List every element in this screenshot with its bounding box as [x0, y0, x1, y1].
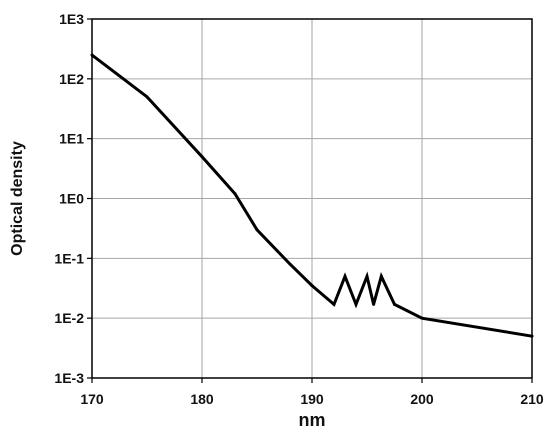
x-tick-label: 190	[300, 391, 324, 407]
y-axis-label: Optical density	[9, 141, 26, 256]
data-point	[420, 316, 424, 320]
x-axis: 170 180 190 200 210	[80, 378, 544, 407]
series-layer	[90, 53, 534, 338]
x-tick-label: 200	[410, 391, 434, 407]
data-point	[379, 274, 383, 278]
data-point	[255, 228, 259, 232]
y-tick-label: 1E3	[59, 11, 84, 27]
y-tick-label: 1E1	[59, 131, 84, 147]
data-point	[393, 302, 396, 306]
data-point	[343, 274, 347, 278]
y-tick-label: 1E-1	[54, 250, 84, 266]
y-tick-label: 1E-3	[54, 370, 84, 386]
data-point	[288, 262, 292, 266]
data-point	[233, 192, 237, 196]
y-tick-label: 1E-2	[54, 310, 84, 326]
series-line-0	[91, 53, 533, 338]
x-tick-label: 170	[80, 391, 104, 407]
data-point	[145, 95, 149, 99]
x-axis-label: nm	[299, 410, 326, 430]
data-point	[310, 284, 314, 288]
data-point	[372, 302, 376, 306]
data-point	[530, 334, 534, 338]
data-point	[90, 53, 94, 57]
y-tick-label: 1E0	[59, 191, 84, 207]
data-point	[200, 155, 204, 159]
data-point	[365, 274, 369, 278]
y-tick-label: 1E2	[59, 71, 84, 87]
y-axis: 1E-3 1E-2 1E-1 1E0 1E1 1E2 1E3	[54, 11, 92, 386]
data-point	[354, 302, 358, 306]
data-point	[332, 302, 336, 306]
x-tick-label: 180	[190, 391, 214, 407]
x-tick-label: 210	[520, 391, 544, 407]
